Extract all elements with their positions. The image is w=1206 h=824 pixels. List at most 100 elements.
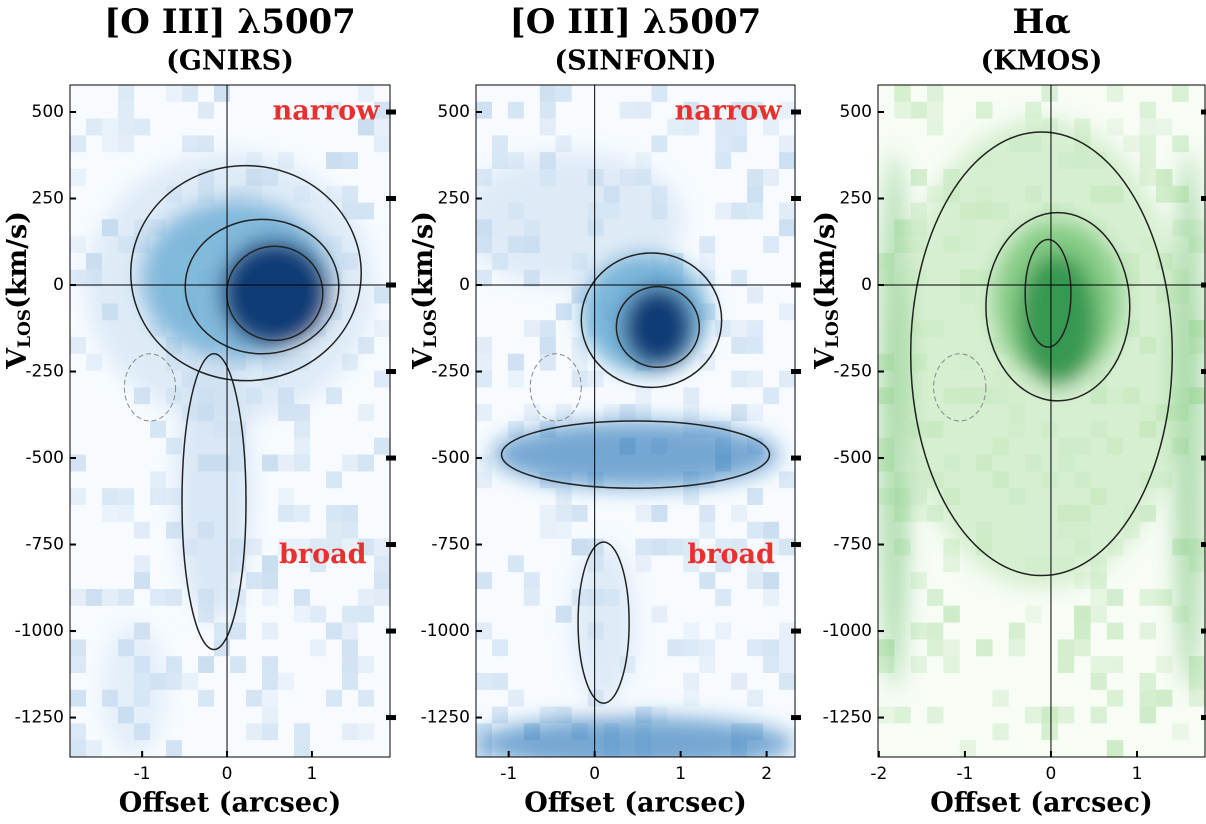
heatmap-cell — [1172, 135, 1189, 153]
heatmap-cell — [1074, 639, 1091, 657]
heatmap-cell — [246, 689, 262, 707]
y-tick-label: 500 — [32, 102, 64, 122]
x-tick-label: 0 — [222, 764, 233, 784]
heatmap-cell — [150, 488, 166, 505]
heatmap-cell — [358, 723, 374, 741]
heatmap-cell — [555, 521, 572, 539]
heatmap-cell — [182, 673, 198, 690]
heatmap-cell — [1008, 639, 1026, 657]
heatmap-cell — [134, 555, 150, 573]
heatmap-cell — [507, 353, 524, 371]
y-tick-label: -750 — [833, 535, 872, 555]
heatmap-cell — [342, 538, 358, 556]
heatmap-cell — [326, 152, 342, 169]
y-tick-label: -500 — [833, 448, 872, 468]
heatmap-cell — [927, 85, 944, 102]
heatmap-cell — [651, 505, 668, 522]
heatmap-cell — [683, 555, 700, 573]
heatmap-cell — [342, 152, 358, 169]
heatmap-cell — [118, 589, 134, 606]
x-tick-label: 2 — [761, 764, 772, 784]
y-axis-label-unit: (km/s) — [810, 211, 841, 309]
heatmap-cell — [651, 605, 668, 623]
heatmap-cell — [1139, 169, 1156, 186]
y-tick-label: -250 — [25, 362, 64, 382]
heatmap-cell — [943, 656, 960, 673]
emission-blob — [571, 541, 636, 704]
heatmap-cell — [70, 639, 86, 657]
heatmap-cell — [1074, 622, 1091, 640]
heatmap-cell — [262, 673, 278, 690]
heatmap-cell — [476, 404, 492, 421]
heatmap-blobs — [878, 118, 1205, 690]
panel-title: Hα — [1012, 2, 1070, 42]
heatmap-cell — [683, 118, 700, 136]
heatmap-cell — [747, 185, 764, 203]
heatmap-cell — [1106, 740, 1124, 757]
heatmap-cell — [1155, 169, 1173, 186]
heatmap-cell — [747, 488, 764, 505]
heatmap-cell — [182, 135, 198, 153]
heatmap-cell — [683, 101, 700, 119]
heatmap-cell — [539, 337, 556, 354]
heatmap-cell — [70, 589, 86, 606]
heatmap-cell — [1123, 135, 1140, 153]
heatmap-cell — [214, 639, 230, 657]
heatmap-cell — [779, 673, 795, 690]
heatmap-cell — [731, 337, 748, 354]
heatmap-cell — [635, 538, 652, 556]
heatmap-cell — [943, 555, 960, 573]
heatmap-cell — [294, 740, 310, 757]
heatmap-cell — [198, 656, 214, 673]
heatmap-cell — [182, 85, 198, 102]
heatmap-cell — [134, 118, 150, 136]
heatmap-cell — [1106, 589, 1124, 606]
heatmap-cell — [1090, 673, 1107, 690]
heatmap-cell — [878, 706, 895, 724]
heatmap-cell — [102, 488, 118, 505]
heatmap-cell — [747, 404, 764, 421]
heatmap-cell — [927, 101, 944, 119]
heatmap-cell — [910, 656, 928, 673]
heatmap-cell — [1106, 656, 1124, 673]
heatmap-cell — [731, 370, 748, 388]
heatmap-cell — [683, 689, 700, 707]
heatmap-cell — [619, 404, 636, 421]
x-tick-label: -2 — [870, 764, 887, 784]
heatmap-cell — [715, 589, 732, 606]
heatmap-cell — [70, 169, 86, 186]
heatmap-cell — [262, 454, 278, 472]
y-tick-label: 500 — [438, 102, 470, 122]
heatmap-cell — [731, 118, 748, 136]
heatmap-cell — [342, 521, 358, 539]
heatmap-cell — [491, 639, 508, 657]
heatmap-cell — [86, 118, 102, 136]
heatmap-cell — [571, 353, 588, 371]
heatmap-cell — [927, 622, 944, 640]
heatmap-cell — [358, 404, 374, 421]
heatmap-cell — [747, 169, 764, 186]
heatmap-cell — [374, 555, 390, 573]
heatmap-cell — [667, 639, 684, 657]
y-tick-label: -1250 — [15, 708, 64, 728]
panel-subtitle: (KMOS) — [981, 46, 1103, 77]
y-tick-label: 250 — [438, 188, 470, 208]
heatmap-cell — [763, 521, 780, 539]
heatmap-cell — [992, 689, 1009, 707]
heatmap-cell — [1139, 673, 1156, 690]
heatmap-cell — [699, 505, 716, 522]
emission-blob — [476, 716, 795, 757]
heatmap-cell — [1155, 185, 1173, 203]
contour — [500, 420, 771, 489]
y-tick-label: 250 — [840, 188, 872, 208]
heatmap-cell — [731, 673, 748, 690]
heatmap-cell — [476, 572, 492, 589]
heatmap-cell — [763, 639, 780, 657]
heatmap-cell — [523, 589, 540, 606]
heatmap-cell — [278, 488, 294, 505]
heatmap-cell — [731, 370, 748, 388]
heatmap-cell — [910, 101, 928, 119]
heatmap-cell — [779, 202, 795, 220]
heatmap-cell — [507, 353, 524, 371]
